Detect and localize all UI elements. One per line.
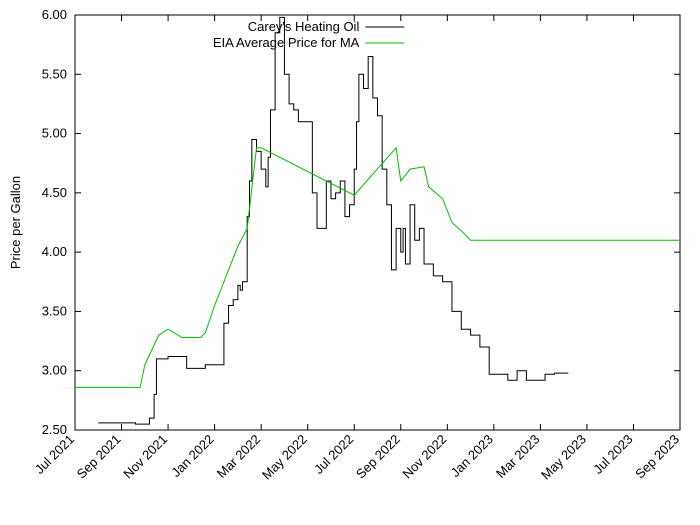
y-tick-label: 4.00 xyxy=(42,244,67,259)
x-tick-label: Jul 2023 xyxy=(590,432,635,477)
y-tick-label: 3.50 xyxy=(42,303,67,318)
legend-label: EIA Average Price for MA xyxy=(213,35,360,50)
plot-border xyxy=(75,15,680,430)
y-tick-label: 5.00 xyxy=(42,126,67,141)
y-tick-label: 3.00 xyxy=(42,363,67,378)
x-tick-label: Sep 2021 xyxy=(74,432,124,482)
x-tick-label: Mar 2023 xyxy=(493,432,542,481)
x-tick-label: Sep 2023 xyxy=(632,432,682,482)
y-tick-label: 6.00 xyxy=(42,7,67,22)
chart-container: 2.503.003.504.004.505.005.506.00Price pe… xyxy=(0,0,700,525)
y-axis-title: Price per Gallon xyxy=(8,176,23,269)
x-tick-label: Nov 2022 xyxy=(399,432,449,482)
x-tick-label: May 2023 xyxy=(538,432,589,483)
x-tick-label: Jul 2021 xyxy=(32,432,77,477)
y-tick-label: 4.50 xyxy=(42,185,67,200)
x-tick-label: Jul 2022 xyxy=(311,432,356,477)
legend-label: Carey's Heating Oil xyxy=(248,19,360,34)
x-tick-label: Nov 2021 xyxy=(120,432,170,482)
x-tick-label: Jan 2022 xyxy=(168,432,216,480)
series-carey xyxy=(98,17,568,424)
x-tick-label: May 2022 xyxy=(259,432,310,483)
x-tick-label: Mar 2022 xyxy=(214,432,263,481)
x-tick-label: Jan 2023 xyxy=(448,432,496,480)
price-chart: 2.503.003.504.004.505.005.506.00Price pe… xyxy=(0,0,700,525)
y-tick-label: 5.50 xyxy=(42,66,67,81)
series-eia xyxy=(75,148,680,388)
x-tick-label: Sep 2022 xyxy=(353,432,403,482)
